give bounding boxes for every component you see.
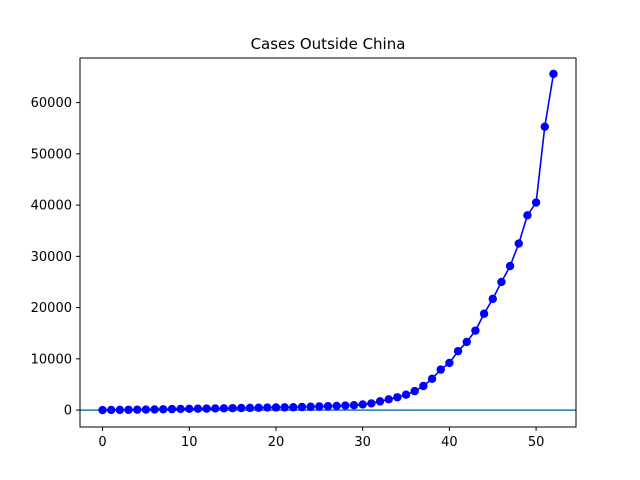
data-point	[115, 405, 125, 415]
data-point	[271, 403, 281, 412]
y-tick-label: 20000	[31, 301, 72, 316]
data-point	[228, 403, 237, 413]
data-point	[150, 405, 159, 414]
data-point	[133, 405, 142, 414]
data-point	[453, 346, 463, 356]
data-point	[211, 404, 220, 413]
data-point	[202, 404, 211, 413]
plot-frame	[79, 57, 577, 428]
data-point	[375, 397, 385, 406]
data-point	[254, 403, 263, 412]
x-axis: 0 10 20 30 40 50	[98, 427, 544, 450]
data-point	[410, 386, 419, 396]
x-tick-label: 50	[528, 435, 545, 450]
plot-area	[79, 57, 577, 428]
data-point	[401, 390, 411, 399]
y-axis: 0 10000 20000 30000 40000 50000 60000	[31, 96, 80, 419]
data-point	[280, 403, 289, 412]
data-point	[393, 393, 402, 402]
data-point	[479, 309, 489, 318]
series-line	[102, 73, 555, 411]
data-point	[497, 277, 506, 287]
data-point	[245, 403, 255, 413]
data-point	[107, 405, 116, 415]
y-tick-label: 30000	[31, 250, 72, 265]
data-point	[237, 403, 246, 413]
y-tick-label: 10000	[31, 352, 72, 367]
data-point	[306, 402, 315, 411]
data-point	[219, 404, 229, 413]
data-point	[341, 401, 350, 410]
data-point	[514, 239, 523, 248]
x-tick-label: 30	[354, 435, 371, 450]
data-point	[358, 400, 367, 409]
data-point	[419, 381, 428, 391]
data-point	[367, 399, 376, 408]
x-tick-label: 40	[441, 435, 458, 450]
data-point	[263, 403, 272, 412]
data-point	[332, 401, 341, 411]
y-tick-label: 60000	[31, 96, 72, 111]
data-point	[323, 402, 333, 411]
data-point	[523, 211, 532, 220]
data-point	[289, 403, 298, 412]
chart-title: Cases Outside China	[251, 35, 406, 53]
data-point	[471, 326, 480, 335]
data-point	[315, 402, 324, 411]
data-point	[436, 365, 445, 374]
data-point	[141, 405, 151, 414]
data-point	[124, 405, 133, 414]
data-point	[167, 404, 177, 414]
data-point	[462, 337, 471, 347]
data-point	[445, 358, 454, 368]
x-tick-label: 20	[268, 435, 285, 450]
data-point	[549, 69, 558, 79]
data-point	[349, 401, 359, 410]
data-point	[505, 261, 515, 271]
x-tick-label: 10	[181, 435, 198, 450]
data-point	[488, 294, 497, 304]
data-point	[540, 122, 549, 131]
data-point	[297, 402, 307, 412]
data-point	[185, 404, 194, 414]
data-point	[159, 405, 168, 414]
y-tick-label: 40000	[31, 199, 72, 214]
data-point	[384, 395, 393, 404]
x-tick-label: 0	[98, 435, 106, 450]
data-point	[193, 404, 203, 413]
data-point	[427, 374, 437, 384]
data-point	[531, 198, 541, 207]
y-tick-label: 50000	[31, 147, 72, 162]
y-tick-label: 0	[64, 404, 72, 419]
data-point	[176, 404, 185, 414]
data-point	[98, 405, 107, 415]
